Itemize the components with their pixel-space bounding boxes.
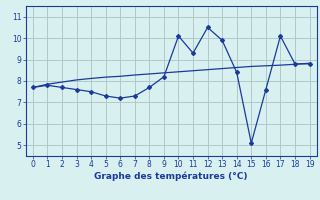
X-axis label: Graphe des températures (°C): Graphe des températures (°C) — [94, 172, 248, 181]
